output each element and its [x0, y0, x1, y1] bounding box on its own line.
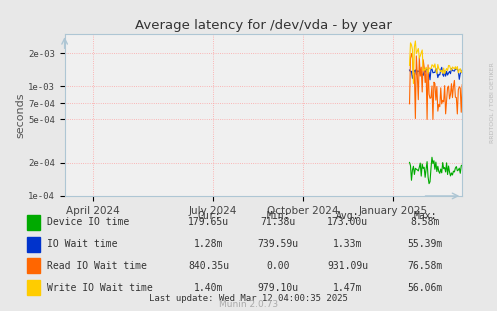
Text: Min:: Min:	[266, 211, 290, 221]
Text: 76.58m: 76.58m	[408, 261, 442, 271]
Text: 1.40m: 1.40m	[194, 283, 224, 293]
Text: 931.09u: 931.09u	[328, 261, 368, 271]
Text: 1.33m: 1.33m	[333, 239, 363, 249]
Text: 55.39m: 55.39m	[408, 239, 442, 249]
Text: 0.00: 0.00	[266, 261, 290, 271]
Text: Munin 2.0.73: Munin 2.0.73	[219, 300, 278, 309]
Text: IO Wait time: IO Wait time	[47, 239, 118, 249]
Text: 179.65u: 179.65u	[188, 217, 229, 227]
Y-axis label: seconds: seconds	[15, 92, 25, 138]
Text: RRDTOOL / TOBI OETIKER: RRDTOOL / TOBI OETIKER	[490, 62, 495, 143]
Text: 8.58m: 8.58m	[410, 217, 440, 227]
Text: Device IO time: Device IO time	[47, 217, 129, 227]
Text: Write IO Wait time: Write IO Wait time	[47, 283, 153, 293]
Text: 56.06m: 56.06m	[408, 283, 442, 293]
Text: 173.00u: 173.00u	[328, 217, 368, 227]
Text: Read IO Wait time: Read IO Wait time	[47, 261, 147, 271]
Title: Average latency for /dev/vda - by year: Average latency for /dev/vda - by year	[135, 19, 392, 32]
Text: 71.38u: 71.38u	[261, 217, 296, 227]
Text: 1.28m: 1.28m	[194, 239, 224, 249]
Text: Max:: Max:	[413, 211, 437, 221]
Text: Avg:: Avg:	[336, 211, 360, 221]
Text: 1.47m: 1.47m	[333, 283, 363, 293]
Text: 840.35u: 840.35u	[188, 261, 229, 271]
Text: 979.10u: 979.10u	[258, 283, 299, 293]
Text: Cur:: Cur:	[197, 211, 221, 221]
Text: Last update: Wed Mar 12 04:00:35 2025: Last update: Wed Mar 12 04:00:35 2025	[149, 294, 348, 303]
Text: 739.59u: 739.59u	[258, 239, 299, 249]
